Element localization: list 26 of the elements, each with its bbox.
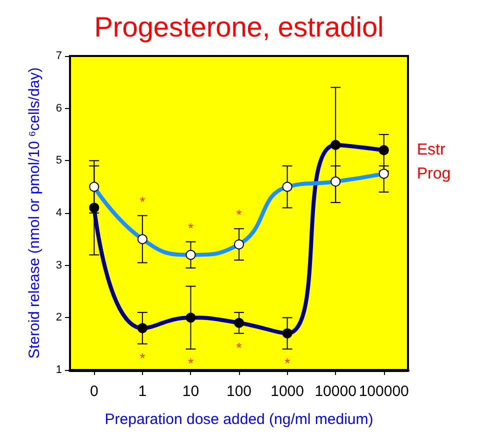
- x-axis-title: Preparation dose added (ng/ml medium): [104, 411, 374, 428]
- x-tick-label: 10: [182, 383, 200, 400]
- x-tick-label: 100: [226, 383, 252, 400]
- annotation: *: [140, 350, 146, 366]
- x-tick-label: 1: [138, 383, 147, 400]
- x-tick-label: 10000: [314, 383, 356, 400]
- annotation: *: [236, 339, 242, 356]
- y-tick-label: 6: [56, 102, 62, 114]
- series-label: Prog: [416, 165, 451, 182]
- y-axis-title: Steroid release (nmol or pmol/10 ⁶cells/day): [26, 67, 43, 359]
- chart-title: Progesterone, estradiol: [94, 12, 384, 42]
- y-tick-label: 4: [56, 207, 62, 219]
- x-tick-label: 100000: [358, 383, 409, 400]
- annotation: *: [236, 206, 242, 223]
- annotation: *: [140, 194, 146, 210]
- x-tick-label: 0: [90, 383, 98, 400]
- annotation: *: [284, 355, 291, 372]
- x-tick-label: 1000: [270, 383, 304, 400]
- y-tick-label: 2: [56, 312, 62, 324]
- y-tick-label: 5: [56, 154, 62, 167]
- y-tick-label: 1: [56, 364, 62, 376]
- y-tick-label: 7: [56, 50, 62, 62]
- annotation: *: [188, 355, 194, 372]
- annotation: *: [188, 220, 194, 236]
- series-label: Estr: [416, 142, 446, 159]
- y-tick-label: 3: [56, 259, 62, 272]
